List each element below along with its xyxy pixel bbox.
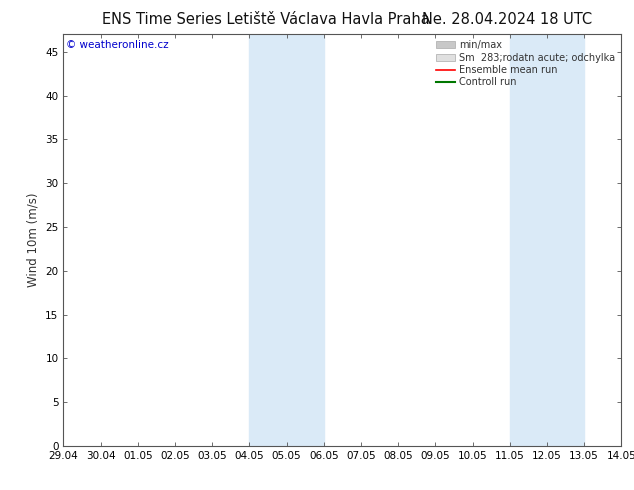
- Text: Ne. 28.04.2024 18 UTC: Ne. 28.04.2024 18 UTC: [422, 12, 592, 27]
- Legend: min/max, Sm  283;rodatn acute; odchylka, Ensemble mean run, Controll run: min/max, Sm 283;rodatn acute; odchylka, …: [432, 36, 619, 91]
- Bar: [249, 34, 324, 446]
- Bar: [510, 34, 584, 446]
- Y-axis label: Wind 10m (m/s): Wind 10m (m/s): [27, 193, 40, 287]
- Text: © weatheronline.cz: © weatheronline.cz: [66, 41, 169, 50]
- Text: ENS Time Series Letiště Václava Havla Praha: ENS Time Series Letiště Václava Havla Pr…: [103, 12, 430, 27]
